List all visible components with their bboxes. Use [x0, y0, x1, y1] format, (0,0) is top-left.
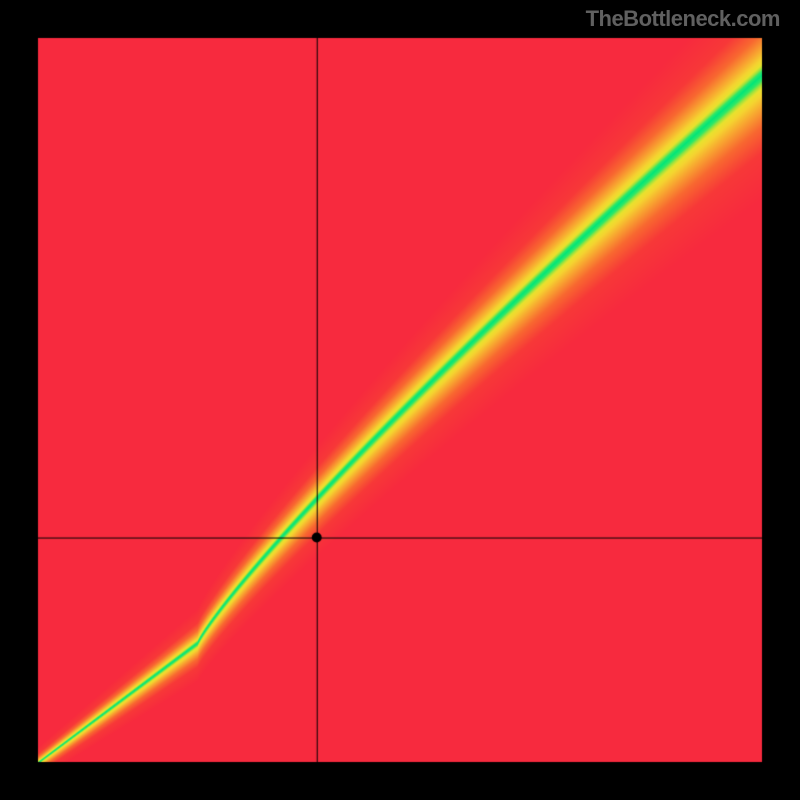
- heatmap-canvas: [0, 0, 800, 800]
- watermark-text: TheBottleneck.com: [586, 6, 780, 32]
- heatmap-plot: [0, 0, 800, 800]
- chart-container: TheBottleneck.com: [0, 0, 800, 800]
